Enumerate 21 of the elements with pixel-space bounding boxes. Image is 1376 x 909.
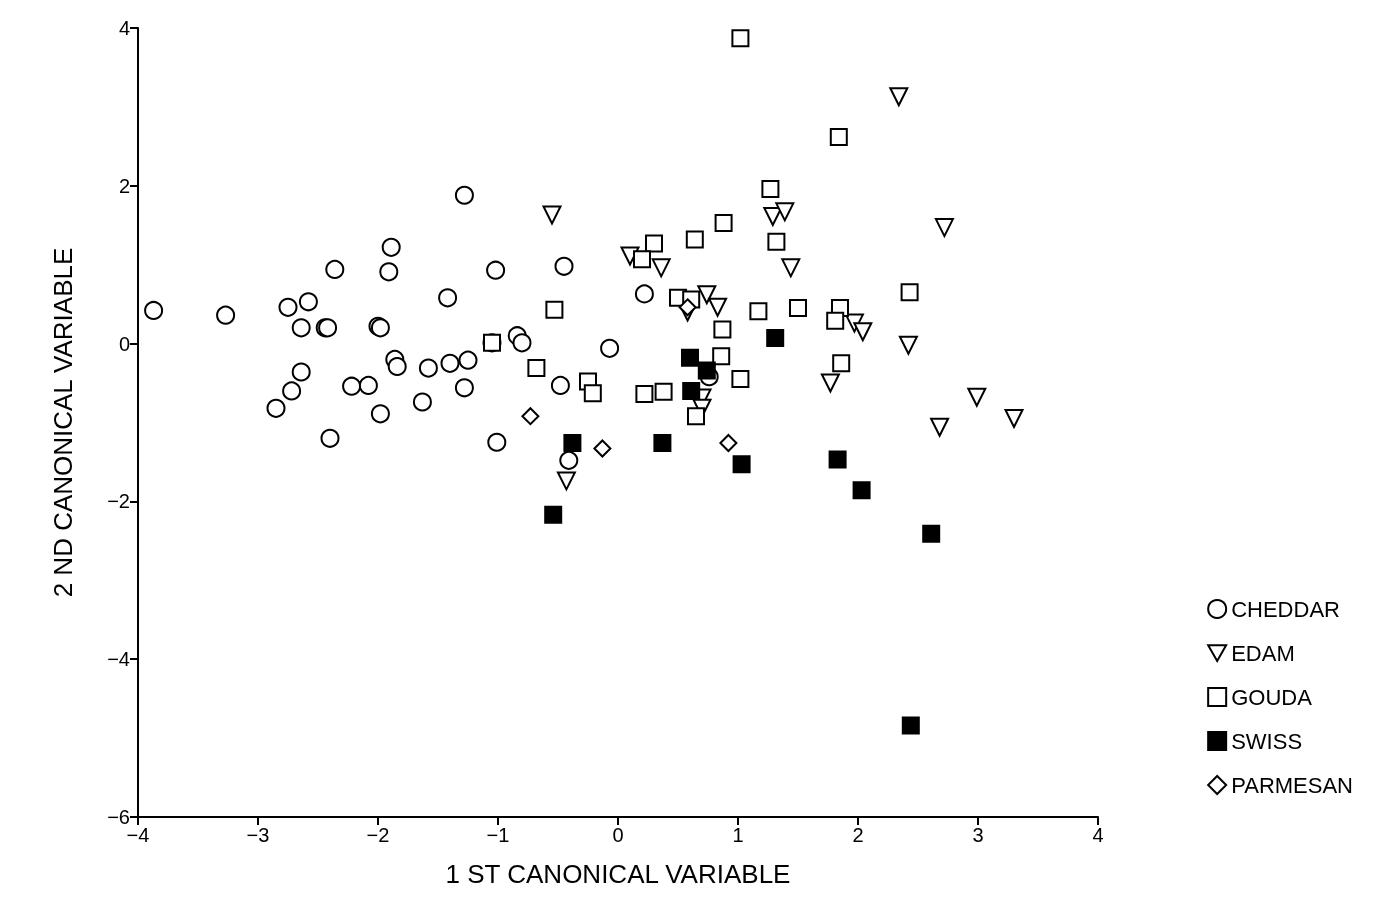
y-tick-label: 4 — [118, 17, 130, 39]
y-tick-label: 0 — [118, 332, 130, 355]
x-tick-label: 3 — [972, 824, 984, 846]
x-tick-label: −1 — [486, 824, 510, 846]
y-tick-label: −6 — [107, 806, 130, 828]
y-tick-label: −2 — [107, 490, 130, 513]
y-axis-title: 2 ND CANONICAL VARIABLE — [48, 247, 78, 598]
x-axis-title: 1 ST CANONICAL VARIABLE — [445, 859, 791, 889]
x-tick-label: −3 — [246, 824, 270, 846]
legend-label: SWISS — [1231, 728, 1303, 754]
legend-label: EDAM — [1231, 640, 1295, 666]
legend-label: GOUDA — [1231, 684, 1313, 710]
x-tick-label: 1 — [732, 824, 744, 846]
y-tick-label: 2 — [118, 174, 130, 197]
x-tick-label: −2 — [366, 824, 390, 846]
legend-label: PARMESAN — [1231, 772, 1354, 798]
y-tick-label: −4 — [107, 648, 130, 671]
legend-label: CHEDDAR — [1231, 596, 1340, 622]
x-tick-label: 4 — [1092, 824, 1104, 846]
x-tick-label: 2 — [852, 824, 864, 846]
x-tick-label: 0 — [612, 824, 624, 846]
